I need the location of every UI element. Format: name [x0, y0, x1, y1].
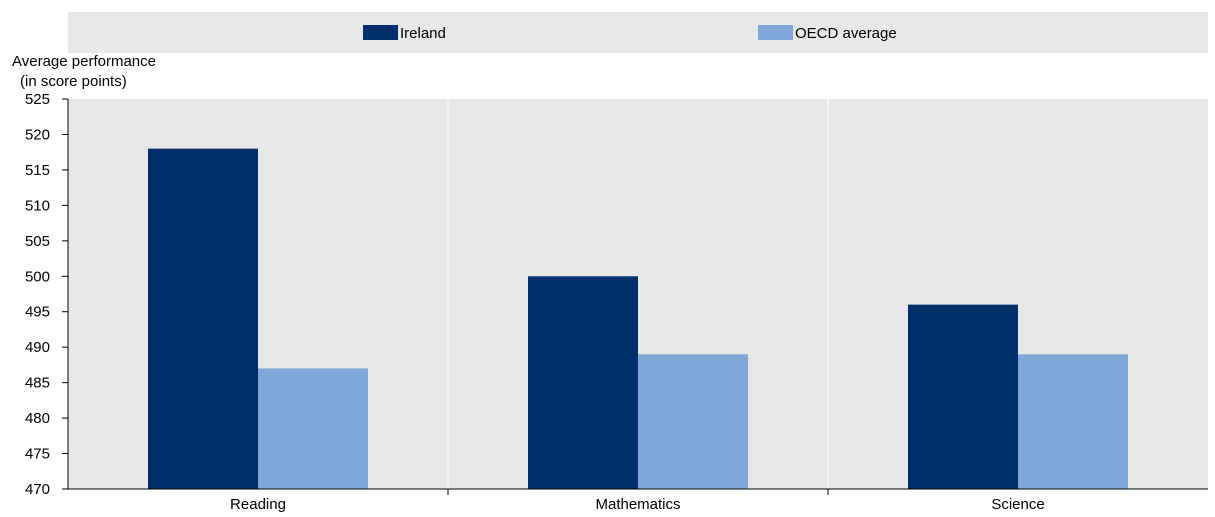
category-separators	[447, 99, 829, 489]
y-tick-label: 480	[25, 410, 50, 427]
y-tick-label: 515	[25, 162, 50, 179]
y-axis-title-line-2: (in score points)	[20, 73, 127, 90]
x-tick-label-science: Science	[991, 496, 1044, 513]
y-tick-label: 495	[25, 304, 50, 321]
y-tick-label: 520	[25, 126, 50, 143]
bars	[148, 148, 1128, 490]
x-tick-label-reading: Reading	[230, 496, 286, 513]
bar-ireland-science	[908, 304, 1018, 489]
y-tick-label: 475	[25, 446, 50, 463]
legend-label-oecd-average: OECD average	[795, 25, 897, 42]
y-tick-label: 485	[25, 375, 50, 392]
bar-oecd-average-reading	[258, 368, 368, 489]
bar-ireland-reading	[148, 148, 258, 490]
legend-label-ireland: Ireland	[400, 25, 446, 42]
legend-swatch-oecd-average	[758, 25, 793, 40]
y-tick-label: 505	[25, 233, 50, 250]
y-tick-label: 500	[25, 268, 50, 285]
y-tick-label: 470	[25, 481, 50, 498]
y-tick-label: 525	[25, 91, 50, 108]
y-tick-label: 490	[25, 339, 50, 356]
y-axis: 470 475 480 485 490 495 500 505 510 515 520 525	[25, 91, 69, 498]
bar-oecd-average-science	[1018, 354, 1128, 489]
x-tick-label-mathematics: Mathematics	[595, 496, 680, 513]
y-tick-label: 510	[25, 197, 50, 214]
legend-background	[68, 12, 1208, 53]
legend: Ireland OECD average	[363, 25, 897, 42]
legend-swatch-ireland	[363, 25, 398, 40]
bar-ireland-mathematics	[528, 276, 638, 489]
y-axis-title-line-1: Average performance	[12, 53, 156, 70]
bar-oecd-average-mathematics	[638, 354, 748, 489]
x-axis: Reading Mathematics Science	[230, 489, 1045, 513]
